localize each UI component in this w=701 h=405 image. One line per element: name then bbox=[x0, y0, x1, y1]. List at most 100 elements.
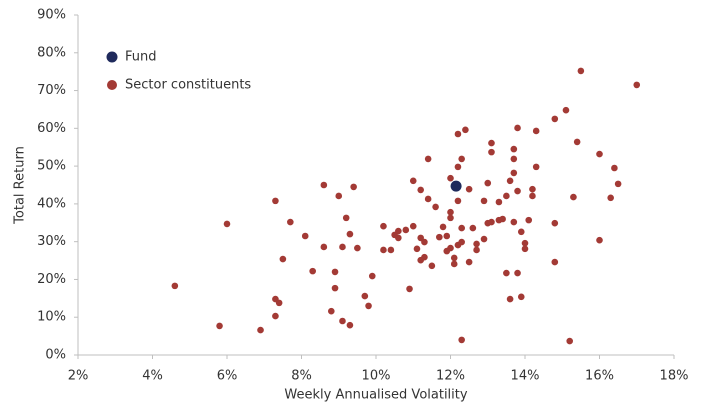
constituent-point bbox=[331, 268, 339, 276]
constituent-point bbox=[532, 163, 540, 171]
constituent-point bbox=[223, 220, 231, 228]
constituent-point bbox=[354, 244, 361, 252]
constituent-point bbox=[424, 155, 432, 163]
constituent-point bbox=[439, 223, 447, 231]
x-tick-label: 8% bbox=[291, 369, 312, 384]
constituent-point bbox=[525, 216, 533, 224]
x-tick-label: 2% bbox=[68, 369, 89, 384]
y-tick-label: 70% bbox=[37, 83, 66, 98]
x-axis-title: Weekly Annualised Volatility bbox=[284, 388, 467, 403]
constituent-point bbox=[517, 293, 525, 301]
x-tick-label: 16% bbox=[585, 369, 614, 384]
y-tick-label: 90% bbox=[37, 8, 66, 23]
constituent-point bbox=[447, 174, 454, 182]
constituent-point bbox=[380, 246, 387, 254]
constituent-point bbox=[346, 230, 354, 238]
constituent-point bbox=[458, 336, 465, 344]
x-tick-label: 18% bbox=[660, 369, 689, 384]
constituent-point bbox=[514, 269, 521, 277]
y-tick-label: 50% bbox=[37, 159, 66, 174]
fund-point bbox=[450, 180, 462, 192]
constituent-point bbox=[275, 299, 283, 307]
constituent-point bbox=[551, 115, 559, 123]
constituent-point bbox=[499, 215, 506, 223]
constituent-point bbox=[506, 295, 514, 303]
y-tick-label: 30% bbox=[37, 234, 66, 249]
constituent-point bbox=[413, 245, 421, 253]
constituent-point bbox=[454, 130, 462, 138]
legend-marker bbox=[106, 51, 118, 63]
constituent-point bbox=[514, 124, 521, 132]
constituent-point bbox=[473, 240, 480, 248]
legend-marker bbox=[107, 80, 117, 90]
y-tick-label: 40% bbox=[37, 196, 66, 211]
constituent-point bbox=[521, 239, 529, 247]
constituent-point bbox=[570, 193, 577, 201]
constituent-point bbox=[436, 233, 443, 241]
constituent-point bbox=[421, 253, 428, 261]
y-tick-label: 10% bbox=[37, 310, 66, 325]
constituent-point bbox=[309, 267, 316, 275]
constituent-point bbox=[510, 155, 518, 163]
constituent-point bbox=[503, 192, 510, 200]
constituent-point bbox=[551, 219, 559, 227]
constituent-point bbox=[272, 312, 279, 320]
x-tick-label: 10% bbox=[362, 369, 391, 384]
constituent-point bbox=[450, 254, 458, 262]
constituent-point bbox=[447, 244, 454, 252]
y-tick-label: 20% bbox=[37, 272, 66, 287]
constituent-point bbox=[596, 236, 603, 244]
constituent-point bbox=[458, 224, 465, 232]
constituent-point bbox=[521, 245, 529, 253]
constituent-point bbox=[447, 208, 454, 216]
x-tick-label: 6% bbox=[217, 369, 238, 384]
y-tick-label: 80% bbox=[37, 45, 66, 60]
constituent-point bbox=[503, 269, 510, 277]
constituent-point bbox=[287, 218, 294, 226]
constituent-point bbox=[409, 177, 417, 185]
constituent-point bbox=[216, 322, 223, 330]
constituent-point bbox=[432, 203, 439, 211]
constituent-point bbox=[562, 106, 570, 114]
constituent-point bbox=[469, 224, 477, 232]
constituent-point bbox=[424, 195, 432, 203]
constituent-point bbox=[488, 139, 495, 147]
constituent-point bbox=[577, 67, 585, 75]
constituent-point bbox=[566, 337, 573, 345]
constituent-point bbox=[551, 258, 559, 266]
constituent-point bbox=[342, 214, 350, 222]
constituent-point bbox=[458, 238, 465, 246]
constituent-point bbox=[335, 192, 343, 200]
constituent-point bbox=[301, 232, 309, 240]
constituent-point bbox=[443, 232, 451, 240]
constituent-point bbox=[320, 181, 328, 189]
constituent-point bbox=[517, 228, 525, 236]
constituent-point bbox=[406, 285, 413, 293]
constituent-point bbox=[428, 262, 436, 270]
legend-label: Sector constituents bbox=[125, 78, 251, 93]
constituent-point bbox=[368, 272, 376, 280]
constituent-point bbox=[614, 180, 622, 188]
constituent-point bbox=[402, 226, 410, 234]
constituent-point bbox=[532, 127, 540, 135]
constituent-point bbox=[454, 163, 462, 171]
constituent-point bbox=[573, 138, 581, 146]
x-tick-label: 14% bbox=[511, 369, 540, 384]
constituent-point bbox=[380, 222, 387, 230]
constituent-point bbox=[339, 243, 346, 251]
constituent-point bbox=[272, 197, 279, 205]
constituent-point bbox=[596, 150, 603, 158]
constituent-point bbox=[529, 185, 536, 193]
constituent-point bbox=[462, 126, 469, 134]
x-tick-label: 12% bbox=[436, 369, 465, 384]
constituent-point bbox=[421, 238, 428, 246]
constituent-point bbox=[395, 227, 402, 235]
x-tick-label: 4% bbox=[142, 369, 163, 384]
y-axis-title: Total Return bbox=[13, 146, 28, 225]
constituent-point bbox=[387, 246, 395, 254]
constituent-point bbox=[361, 292, 369, 300]
constituent-point bbox=[488, 218, 495, 226]
constituent-point bbox=[171, 282, 179, 290]
constituent-point bbox=[510, 218, 518, 226]
